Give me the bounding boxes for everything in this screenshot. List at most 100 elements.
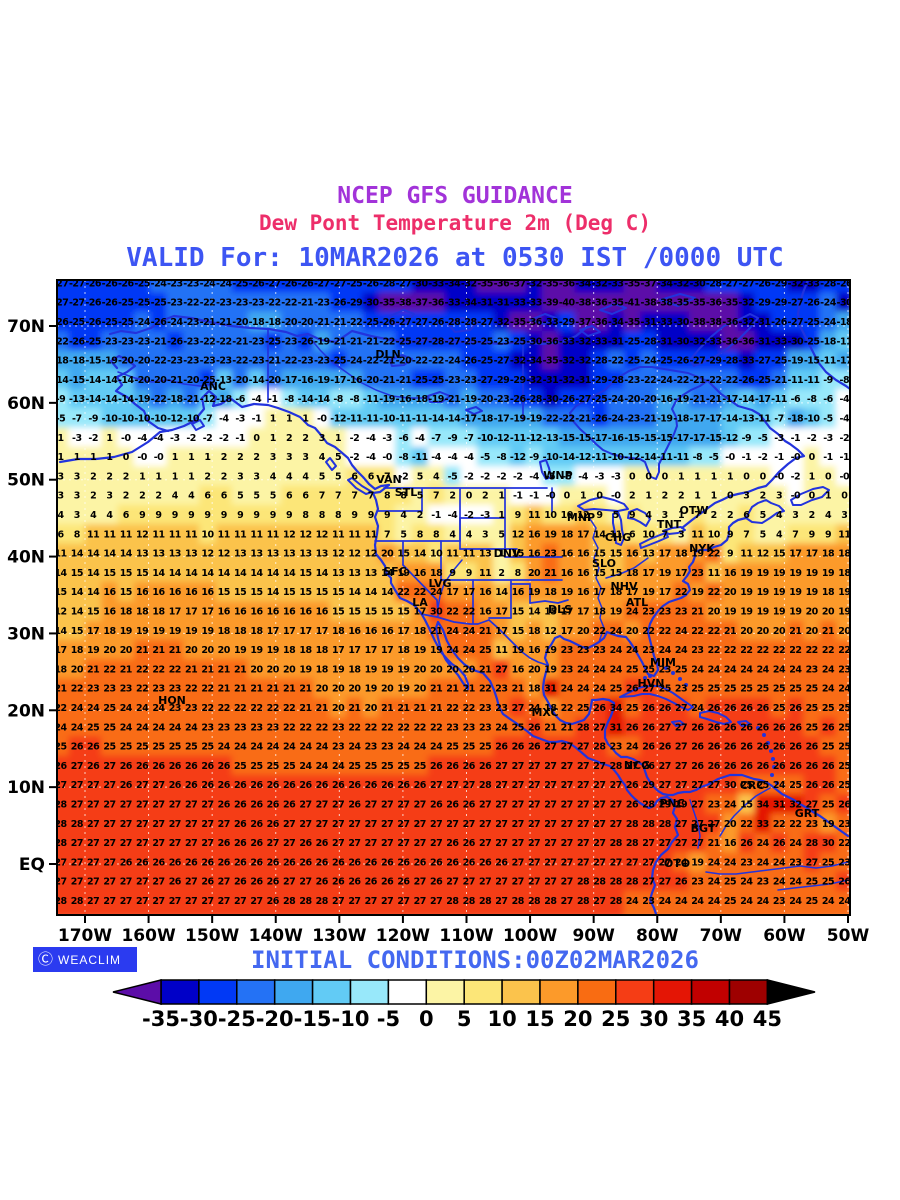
svg-text:15: 15 bbox=[87, 607, 99, 618]
svg-text:22: 22 bbox=[708, 645, 720, 656]
svg-text:23: 23 bbox=[691, 568, 703, 579]
svg-text:24: 24 bbox=[414, 742, 427, 753]
svg-text:CRC: CRC bbox=[740, 779, 765, 792]
svg-text:26: 26 bbox=[724, 742, 737, 753]
svg-text:15: 15 bbox=[381, 607, 393, 618]
svg-text:24: 24 bbox=[675, 645, 688, 656]
svg-text:-6: -6 bbox=[791, 394, 801, 405]
svg-text:27: 27 bbox=[495, 664, 507, 675]
svg-text:26: 26 bbox=[806, 780, 819, 791]
svg-text:1: 1 bbox=[498, 510, 504, 521]
svg-text:-32: -32 bbox=[526, 375, 542, 386]
svg-text:19: 19 bbox=[773, 587, 785, 598]
svg-text:26: 26 bbox=[185, 761, 198, 772]
svg-text:27: 27 bbox=[577, 780, 589, 791]
svg-text:24: 24 bbox=[773, 664, 786, 675]
svg-text:26: 26 bbox=[659, 703, 672, 714]
svg-text:-14: -14 bbox=[445, 414, 462, 425]
svg-text:DLN: DLN bbox=[375, 348, 400, 361]
svg-text:-26: -26 bbox=[739, 375, 756, 386]
svg-text:17: 17 bbox=[642, 568, 654, 579]
svg-text:19: 19 bbox=[773, 568, 785, 579]
svg-text:-9: -9 bbox=[88, 414, 98, 425]
svg-text:28: 28 bbox=[463, 896, 476, 907]
svg-text:12: 12 bbox=[544, 626, 556, 637]
svg-text:-38: -38 bbox=[690, 317, 707, 328]
svg-text:1: 1 bbox=[645, 491, 651, 502]
svg-text:24: 24 bbox=[495, 722, 508, 733]
svg-text:-29: -29 bbox=[771, 298, 787, 309]
svg-text:27: 27 bbox=[495, 877, 507, 888]
svg-text:24: 24 bbox=[757, 664, 770, 675]
svg-text:26: 26 bbox=[267, 877, 280, 888]
svg-text:28: 28 bbox=[577, 877, 590, 888]
svg-text:-9: -9 bbox=[448, 433, 458, 444]
svg-text:27: 27 bbox=[561, 838, 573, 849]
svg-text:-24: -24 bbox=[608, 394, 625, 405]
svg-text:-23: -23 bbox=[461, 375, 477, 386]
svg-text:-4: -4 bbox=[448, 452, 458, 463]
svg-text:24: 24 bbox=[724, 800, 737, 811]
svg-text:11: 11 bbox=[332, 529, 344, 540]
svg-text:14: 14 bbox=[152, 568, 165, 579]
svg-text:-2: -2 bbox=[840, 433, 850, 444]
svg-text:25: 25 bbox=[103, 703, 115, 714]
svg-text:27: 27 bbox=[479, 838, 491, 849]
svg-text:1: 1 bbox=[727, 471, 733, 482]
svg-text:27: 27 bbox=[185, 819, 197, 830]
svg-text:-8: -8 bbox=[399, 452, 409, 463]
colorbar: -35 -30 -25 -20 -15 -10 -5 0 5 10 15 20 25 30 35 40 45 bbox=[112, 979, 816, 1031]
svg-text:25: 25 bbox=[348, 761, 360, 772]
svg-text:9: 9 bbox=[809, 529, 815, 540]
svg-text:1: 1 bbox=[335, 433, 341, 444]
svg-text:25: 25 bbox=[169, 742, 181, 753]
svg-text:-5: -5 bbox=[377, 1007, 400, 1031]
svg-text:27: 27 bbox=[463, 819, 475, 830]
svg-text:9: 9 bbox=[384, 510, 390, 521]
svg-text:26: 26 bbox=[495, 742, 508, 753]
svg-text:22: 22 bbox=[724, 645, 736, 656]
svg-text:-38: -38 bbox=[706, 317, 723, 328]
svg-text:23: 23 bbox=[201, 722, 213, 733]
svg-text:26: 26 bbox=[185, 780, 198, 791]
svg-text:6: 6 bbox=[123, 510, 130, 521]
svg-text:14: 14 bbox=[87, 568, 100, 579]
svg-text:-24: -24 bbox=[641, 356, 658, 367]
svg-text:27: 27 bbox=[169, 896, 181, 907]
svg-text:13: 13 bbox=[299, 549, 311, 560]
svg-text:25: 25 bbox=[103, 742, 115, 753]
svg-text:21: 21 bbox=[463, 684, 475, 695]
svg-text:20: 20 bbox=[708, 607, 721, 618]
svg-text:4: 4 bbox=[776, 529, 783, 540]
svg-text:27: 27 bbox=[185, 800, 197, 811]
svg-text:-23: -23 bbox=[624, 414, 640, 425]
svg-text:14: 14 bbox=[185, 568, 198, 579]
svg-text:27: 27 bbox=[708, 780, 720, 791]
svg-text:-11: -11 bbox=[363, 414, 379, 425]
svg-text:2: 2 bbox=[237, 452, 243, 463]
svg-text:27: 27 bbox=[446, 819, 458, 830]
svg-text:-33: -33 bbox=[559, 336, 575, 347]
svg-text:27: 27 bbox=[71, 857, 83, 868]
svg-text:26: 26 bbox=[267, 896, 280, 907]
svg-text:-14: -14 bbox=[53, 375, 70, 386]
svg-text:27: 27 bbox=[479, 800, 491, 811]
svg-text:27: 27 bbox=[610, 780, 622, 791]
svg-text:150W: 150W bbox=[185, 926, 239, 946]
svg-text:26: 26 bbox=[365, 877, 378, 888]
svg-text:-14: -14 bbox=[102, 394, 119, 405]
svg-text:-6: -6 bbox=[823, 394, 833, 405]
svg-text:27: 27 bbox=[430, 780, 442, 791]
svg-text:-1: -1 bbox=[774, 452, 784, 463]
svg-text:19: 19 bbox=[691, 857, 703, 868]
svg-text:20N: 20N bbox=[7, 701, 45, 721]
svg-text:-26: -26 bbox=[85, 298, 102, 309]
svg-text:24: 24 bbox=[299, 761, 312, 772]
svg-text:26: 26 bbox=[397, 877, 410, 888]
svg-text:10: 10 bbox=[544, 510, 557, 521]
svg-text:26: 26 bbox=[250, 780, 263, 791]
svg-text:-15: -15 bbox=[85, 356, 101, 367]
svg-text:22: 22 bbox=[446, 703, 458, 714]
svg-text:8: 8 bbox=[417, 529, 424, 540]
svg-text:23: 23 bbox=[675, 684, 687, 695]
